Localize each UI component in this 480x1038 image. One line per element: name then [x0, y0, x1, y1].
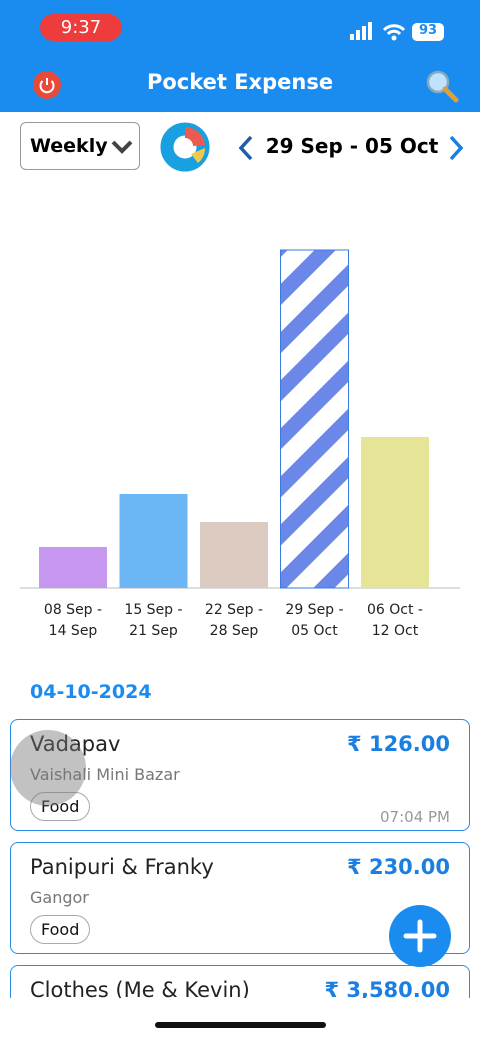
transaction-list: Vadapav ₹ 126.00 Vaishali Mini Bazar Food 07… [0, 712, 480, 998]
x-tick-label: 14 Sep [49, 623, 98, 639]
x-tick-label: 22 Sep - [205, 602, 263, 618]
date-range: 29 Sep - 05 Oct [265, 134, 439, 158]
touch-indicator [10, 730, 86, 806]
transaction-card[interactable]: Panipuri & Franky ₹ 230.00 Gangor Food [10, 842, 470, 954]
x-tick-label: 06 Oct - [367, 602, 423, 618]
category-tag: Food [30, 792, 91, 821]
bar [119, 494, 188, 588]
amount: ₹ 230.00 [347, 855, 450, 879]
chart-toggle[interactable] [160, 121, 212, 173]
home-indicator [155, 1022, 326, 1028]
power-button[interactable] [32, 70, 62, 100]
store: Gangor [30, 888, 89, 907]
item-name: Panipuri & Franky [30, 855, 214, 879]
transaction-card[interactable]: Clothes (Me & Kevin) ₹ 3,580.00 [10, 965, 470, 998]
add-button[interactable] [389, 905, 451, 967]
bar [200, 522, 268, 588]
bar-chart: 08 Sep - 14 Sep 15 Sep - 21 Sep 22 Sep - 28 S… [20, 249, 460, 639]
status-icons [350, 22, 444, 41]
item-name: Vadapav [30, 732, 121, 756]
chevron [111, 140, 133, 154]
amount: ₹ 126.00 [347, 732, 450, 756]
period-dropdown[interactable]: Weekly [20, 122, 140, 170]
time: 07:04 PM [380, 808, 450, 826]
x-tick-label: 12 Oct [372, 623, 419, 639]
app-bar: 9:37 93 Pocket Expense [0, 0, 480, 112]
amount: ₹ 3,580.00 [324, 978, 450, 998]
store: Vaishali Mini Bazar [30, 765, 180, 784]
prev-button[interactable] [236, 134, 256, 162]
item-name: Clothes (Me & Kevin) [30, 978, 250, 998]
battery: 93 [418, 23, 438, 38]
time: 9:37 [40, 14, 122, 41]
x-tick-label: 29 Sep - [285, 602, 343, 618]
x-tick-label: 21 Sep [129, 623, 178, 639]
bar [361, 437, 429, 588]
x-tick-label: 28 Sep [210, 623, 259, 639]
app-title: Pocket Expense [146, 70, 334, 94]
x-tick-label: 08 Sep - [44, 602, 102, 618]
x-tick-label: 15 Sep - [124, 602, 182, 618]
x-tick-label: 05 Oct [291, 623, 338, 639]
transaction-card[interactable]: Vadapav ₹ 126.00 Vaishali Mini Bazar Food 07… [10, 719, 470, 831]
period: Weekly [30, 135, 108, 157]
category-tag: Food [30, 915, 91, 944]
bar [39, 547, 107, 588]
next-button[interactable] [446, 134, 466, 162]
search-button[interactable] [424, 68, 460, 104]
date-heading: 04-10-2024 [30, 681, 152, 703]
bar [280, 249, 349, 589]
